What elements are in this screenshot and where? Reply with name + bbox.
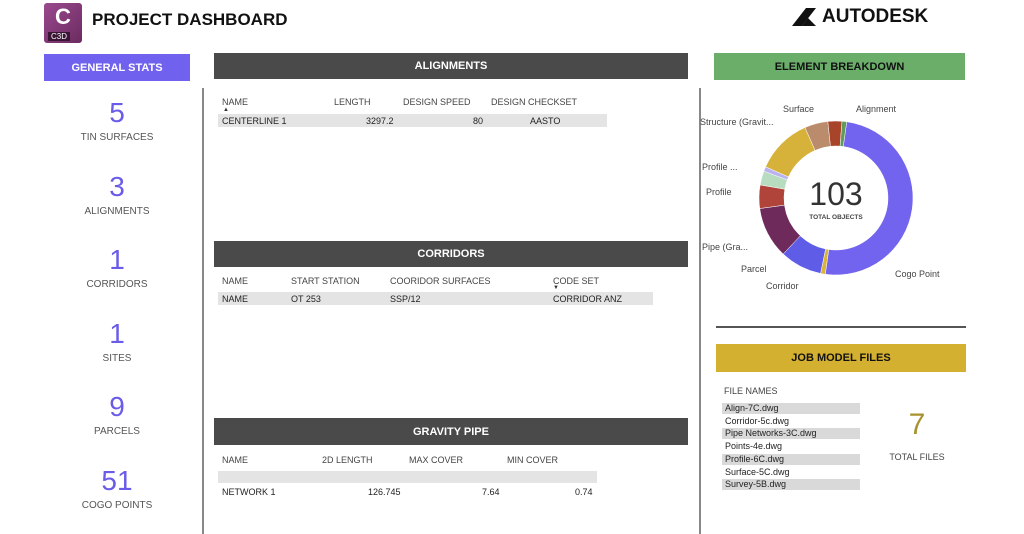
label-structure: Structure (Gravit... (700, 117, 774, 127)
col-start-station[interactable]: START STATION (291, 276, 360, 286)
alignments-header: ALIGNMENTS (214, 53, 688, 79)
table-row[interactable] (218, 114, 607, 127)
general-stats-header: GENERAL STATS (44, 54, 190, 81)
file-list-item[interactable]: Profile-6C.dwg (722, 453, 860, 465)
logo-sub: C3D (48, 32, 71, 41)
stat-alignments: 3 ALIGNMENTS (44, 171, 190, 218)
file-names-header: FILE NAMES (724, 386, 778, 396)
table-row[interactable] (218, 292, 653, 305)
col-2d-length[interactable]: 2D LENGTH (322, 455, 373, 465)
donut-segment[interactable] (839, 120, 848, 147)
element-breakdown-header: ELEMENT BREAKDOWN (714, 53, 965, 80)
stat-cogo-points: 51 COGO POINTS (44, 465, 190, 512)
table-spacer (218, 471, 597, 483)
cell: OT 253 (291, 294, 321, 304)
label-alignment: Alignment (856, 104, 897, 114)
donut-segment[interactable] (827, 120, 843, 147)
total-files-label: TOTAL FILES (889, 452, 945, 462)
col-min-cover[interactable]: MIN COVER (507, 455, 559, 465)
cell: 7.64 (482, 487, 500, 497)
col-design-checkset[interactable]: DESIGN CHECKSET (491, 97, 578, 107)
total-files-value: 7 (908, 408, 926, 441)
stat-label: COGO POINTS (81, 500, 153, 511)
donut-center-value: 103 (809, 176, 863, 212)
stat-label: SITES (102, 353, 132, 364)
stat-label: TIN SURFACES (80, 132, 154, 143)
stat-value: 1 (109, 244, 125, 275)
label-parcel: Parcel (741, 264, 767, 274)
label-profile: Profile (706, 187, 732, 197)
cell: 80 (473, 116, 484, 126)
file-list-item[interactable]: Surface-5C.dwg (722, 466, 860, 478)
col-name[interactable]: NAME (222, 97, 249, 107)
stat-sites: 1 SITES (44, 318, 190, 365)
gravity-pipe-header: GRAVITY PIPE (214, 418, 688, 445)
stat-value: 1 (109, 318, 125, 349)
file-list-item[interactable]: Points-4e.dwg (722, 441, 860, 453)
stat-label: CORRIDORS (86, 279, 148, 290)
col-length[interactable]: LENGTH (334, 97, 371, 107)
cell: CORRIDOR ANZ (553, 294, 623, 304)
label-profile-view: Profile ... (702, 162, 738, 172)
file-list-item[interactable]: Pipe Networks-3C.dwg (722, 428, 860, 440)
label-corridor: Corridor (766, 281, 799, 291)
stat-label: ALIGNMENTS (84, 206, 150, 217)
stat-label: PARCELS (94, 426, 140, 437)
file-list-item[interactable]: Align-7C.dwg (722, 403, 860, 414)
stat-value: 5 (109, 97, 125, 128)
col-corridor-surfaces[interactable]: COORIDOR SURFACES (390, 276, 491, 286)
cell: 0.74 (575, 487, 593, 497)
sort-desc-icon: ▼ (553, 285, 559, 291)
file-list-item[interactable]: Corridor-5c.dwg (722, 415, 860, 427)
logo-letter: C (55, 4, 71, 29)
label-cogo-point: Cogo Point (895, 269, 940, 279)
cell: 126.745 (368, 487, 401, 497)
page-title: PROJECT DASHBOARD (92, 10, 288, 29)
divider (202, 88, 204, 534)
file-list-item[interactable]: Survey-5B.dwg (722, 479, 860, 491)
cell: NETWORK 1 (222, 487, 276, 497)
sort-asc-icon: ▲ (223, 107, 229, 113)
job-model-files-header: JOB MODEL FILES (716, 344, 966, 372)
stat-tin-surfaces: 5 TIN SURFACES (44, 97, 190, 144)
col-name[interactable]: NAME (222, 455, 249, 465)
donut-center-label: TOTAL OBJECTS (809, 214, 863, 221)
donut-chart (758, 120, 914, 276)
col-name[interactable]: NAME (222, 276, 249, 286)
cell: CENTERLINE 1 (222, 116, 287, 126)
cell: NAME (222, 294, 249, 304)
col-max-cover[interactable]: MAX COVER (409, 455, 464, 465)
col-code-set[interactable]: CODE SET (553, 276, 600, 286)
label-pipe: Pipe (Gra... (702, 242, 749, 252)
col-design-speed[interactable]: DESIGN SPEED (403, 97, 471, 107)
autodesk-logo: AUTODESK (792, 6, 928, 28)
civil3d-logo: C C3D (44, 3, 82, 43)
brand-name: AUTODESK (822, 6, 929, 27)
autodesk-mark-icon (792, 8, 816, 26)
stat-value: 51 (101, 465, 133, 496)
stat-value: 3 (109, 171, 125, 202)
cell: 3297.2 (366, 116, 394, 126)
stat-value: 9 (109, 391, 125, 422)
label-surface: Surface (783, 104, 815, 114)
stat-corridors: 1 CORRIDORS (44, 244, 190, 291)
cell: SSP/12 (390, 294, 421, 304)
corridors-header: CORRIDORS (214, 241, 688, 267)
divider (716, 326, 966, 328)
donut-segment[interactable] (765, 127, 816, 178)
stat-parcels: 9 PARCELS (44, 391, 190, 438)
divider (699, 88, 701, 534)
cell: AASTO (530, 116, 561, 126)
